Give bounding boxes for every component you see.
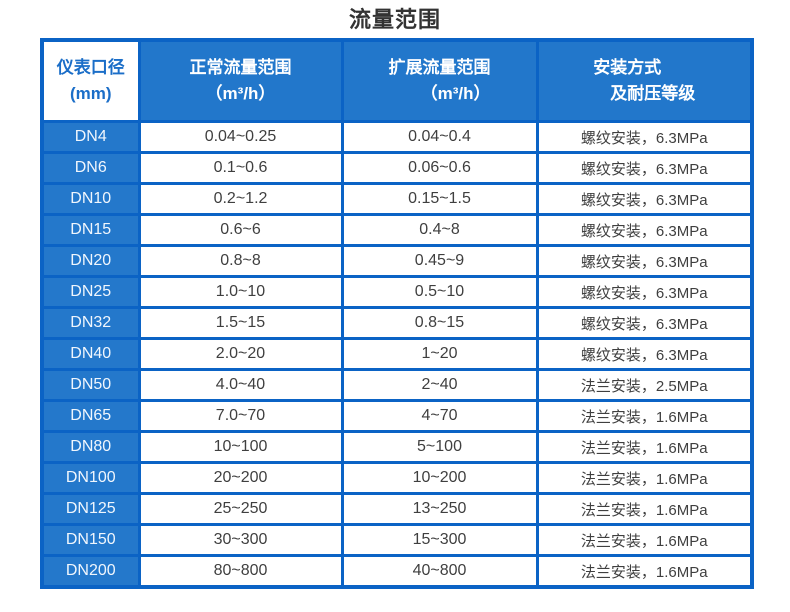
header-cell-normal-flow: 正常流量范围 （m³/h） <box>137 38 344 123</box>
header-installation-text: 安装方式 及耐压等级 <box>593 55 695 107</box>
cell-normal-flow: 0.6~6 <box>137 213 344 247</box>
header-diameter-line2: (mm) <box>69 84 112 103</box>
table-row: DN200 80~800 40~800 法兰安装，1.6MPa <box>40 554 754 589</box>
cell-extended-flow: 2~40 <box>340 368 539 402</box>
cell-diameter: DN200 <box>40 554 141 589</box>
cell-extended-flow: 40~800 <box>340 554 539 589</box>
header-installation-line2: 及耐压等级 <box>610 84 696 103</box>
header-normal-flow-line1: 正常流量范围 <box>189 58 292 77</box>
cell-diameter: DN100 <box>40 461 141 495</box>
cell-diameter: DN20 <box>40 244 141 278</box>
cell-extended-flow: 10~200 <box>340 461 539 495</box>
header-cell-extended-flow: 扩展流量范围 （m³/h） <box>340 38 539 123</box>
header-installation-line1: 安装方式 <box>593 58 662 77</box>
table-row: DN150 30~300 15~300 法兰安装，1.6MPa <box>40 523 754 557</box>
table-row: DN15 0.6~6 0.4~8 螺纹安装，6.3MPa <box>40 213 754 247</box>
cell-diameter: DN10 <box>40 182 141 216</box>
table-row: DN25 1.0~10 0.5~10 螺纹安装，6.3MPa <box>40 275 754 309</box>
cell-normal-flow: 10~100 <box>137 430 344 464</box>
header-cell-diameter: 仪表口径 (mm) <box>40 38 141 123</box>
cell-normal-flow: 4.0~40 <box>137 368 344 402</box>
cell-diameter: DN6 <box>40 151 141 185</box>
cell-installation: 螺纹安装，6.3MPa <box>535 337 754 371</box>
cell-extended-flow: 0.8~15 <box>340 306 539 340</box>
cell-normal-flow: 25~250 <box>137 492 344 526</box>
cell-normal-flow: 30~300 <box>137 523 344 557</box>
flow-range-table: 仪表口径 (mm) 正常流量范围 （m³/h） 扩展流量范围 （m³/h） <box>40 38 754 589</box>
cell-installation: 螺纹安装，6.3MPa <box>535 120 754 154</box>
cell-diameter: DN40 <box>40 337 141 371</box>
table-row: DN20 0.8~8 0.45~9 螺纹安装，6.3MPa <box>40 244 754 278</box>
table-row: DN40 2.0~20 1~20 螺纹安装，6.3MPa <box>40 337 754 371</box>
cell-diameter: DN25 <box>40 275 141 309</box>
cell-installation: 法兰安装，1.6MPa <box>535 461 754 495</box>
table-row: DN32 1.5~15 0.8~15 螺纹安装，6.3MPa <box>40 306 754 340</box>
cell-installation: 螺纹安装，6.3MPa <box>535 182 754 216</box>
cell-installation: 法兰安装，1.6MPa <box>535 399 754 433</box>
cell-extended-flow: 1~20 <box>340 337 539 371</box>
cell-installation: 螺纹安装，6.3MPa <box>535 244 754 278</box>
header-extended-flow-line1: 扩展流量范围 <box>388 58 491 77</box>
table-row: DN6 0.1~0.6 0.06~0.6 螺纹安装，6.3MPa <box>40 151 754 185</box>
header-row: 仪表口径 (mm) 正常流量范围 （m³/h） 扩展流量范围 （m³/h） <box>40 38 754 123</box>
cell-diameter: DN50 <box>40 368 141 402</box>
cell-normal-flow: 2.0~20 <box>137 337 344 371</box>
table-row: DN100 20~200 10~200 法兰安装，1.6MPa <box>40 461 754 495</box>
cell-installation: 螺纹安装，6.3MPa <box>535 306 754 340</box>
cell-normal-flow: 1.5~15 <box>137 306 344 340</box>
table-row: DN4 0.04~0.25 0.04~0.4 螺纹安装，6.3MPa <box>40 120 754 154</box>
cell-normal-flow: 0.2~1.2 <box>137 182 344 216</box>
header-normal-flow-line2: （m³/h） <box>205 84 276 103</box>
cell-extended-flow: 0.5~10 <box>340 275 539 309</box>
header-diameter-text: 仪表口径 (mm) <box>57 55 125 107</box>
cell-diameter: DN32 <box>40 306 141 340</box>
cell-installation: 法兰安装，1.6MPa <box>535 554 754 589</box>
page-title: 流量范围 <box>348 7 441 32</box>
table-row: DN65 7.0~70 4~70 法兰安装，1.6MPa <box>40 399 754 433</box>
cell-extended-flow: 0.06~0.6 <box>340 151 539 185</box>
cell-normal-flow: 7.0~70 <box>137 399 344 433</box>
cell-extended-flow: 15~300 <box>340 523 539 557</box>
cell-installation: 螺纹安装，6.3MPa <box>535 213 754 247</box>
header-extended-flow-text: 扩展流量范围 （m³/h） <box>389 55 491 107</box>
cell-installation: 法兰安装，1.6MPa <box>535 430 754 464</box>
cell-extended-flow: 0.45~9 <box>340 244 539 278</box>
table-row: DN80 10~100 5~100 法兰安装，1.6MPa <box>40 430 754 464</box>
header-diameter-line1: 仪表口径 <box>56 58 125 77</box>
cell-normal-flow: 0.1~0.6 <box>137 151 344 185</box>
table-header: 仪表口径 (mm) 正常流量范围 （m³/h） 扩展流量范围 （m³/h） <box>40 38 754 123</box>
header-normal-flow-text: 正常流量范围 （m³/h） <box>190 55 292 107</box>
cell-installation: 法兰安装，1.6MPa <box>535 492 754 526</box>
cell-extended-flow: 0.4~8 <box>340 213 539 247</box>
cell-diameter: DN80 <box>40 430 141 464</box>
header-cell-installation: 安装方式 及耐压等级 <box>535 38 754 123</box>
header-extended-flow-line2: （m³/h） <box>420 84 491 103</box>
cell-diameter: DN150 <box>40 523 141 557</box>
cell-extended-flow: 5~100 <box>340 430 539 464</box>
cell-normal-flow: 0.04~0.25 <box>137 120 344 154</box>
cell-extended-flow: 13~250 <box>340 492 539 526</box>
cell-installation: 法兰安装，1.6MPa <box>535 523 754 557</box>
cell-diameter: DN4 <box>40 120 141 154</box>
cell-normal-flow: 0.8~8 <box>137 244 344 278</box>
table-row: DN10 0.2~1.2 0.15~1.5 螺纹安装，6.3MPa <box>40 182 754 216</box>
cell-normal-flow: 20~200 <box>137 461 344 495</box>
table-row: DN50 4.0~40 2~40 法兰安装，2.5MPa <box>40 368 754 402</box>
cell-installation: 螺纹安装，6.3MPa <box>535 151 754 185</box>
cell-normal-flow: 1.0~10 <box>137 275 344 309</box>
cell-installation: 法兰安装，2.5MPa <box>535 368 754 402</box>
cell-diameter: DN15 <box>40 213 141 247</box>
cell-normal-flow: 80~800 <box>137 554 344 589</box>
cell-diameter: DN65 <box>40 399 141 433</box>
cell-installation: 螺纹安装，6.3MPa <box>535 275 754 309</box>
cell-diameter: DN125 <box>40 492 141 526</box>
table-body: DN4 0.04~0.25 0.04~0.4 螺纹安装，6.3MPa DN6 0.1~0.… <box>40 120 754 589</box>
table-row: DN125 25~250 13~250 法兰安装，1.6MPa <box>40 492 754 526</box>
cell-extended-flow: 4~70 <box>340 399 539 433</box>
cell-extended-flow: 0.04~0.4 <box>340 120 539 154</box>
cell-extended-flow: 0.15~1.5 <box>340 182 539 216</box>
